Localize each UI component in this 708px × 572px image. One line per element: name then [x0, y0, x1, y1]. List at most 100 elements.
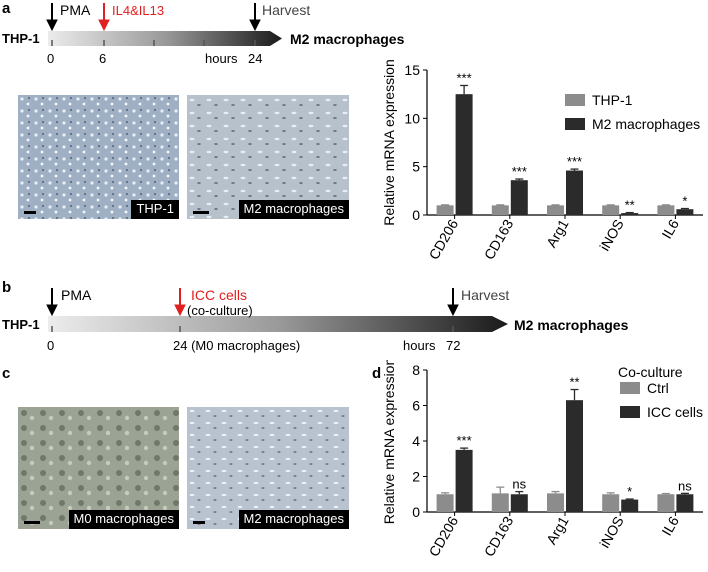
timeline-b: THP-1 M2 macrophages PMA ICC cells (co-c…: [2, 287, 629, 353]
event-icc: ICC cells: [191, 287, 247, 303]
scale-bar: [193, 211, 209, 214]
significance-label: ns: [512, 477, 526, 492]
tick-label: 24 (M0 macrophages): [173, 338, 300, 353]
y-tick-label: 5: [412, 159, 420, 175]
significance-label: ***: [457, 70, 472, 85]
cell-texture: [187, 407, 349, 529]
significance-label: ***: [457, 433, 472, 448]
legend-label: M2 macrophages: [592, 116, 700, 132]
bar: [547, 205, 564, 215]
x-tick-label: iNOS: [596, 514, 627, 551]
x-tick-label: CD206: [426, 513, 462, 559]
result-label: M2 macrophages: [514, 317, 629, 333]
bar: [566, 400, 583, 512]
micrograph-m2: M2 macrophages: [187, 95, 349, 219]
legend-label: THP-1: [592, 92, 633, 108]
photo-label: THP-1: [131, 200, 179, 219]
y-tick-label: 8: [412, 362, 420, 378]
micrograph-m0: M0 macrophages: [18, 407, 179, 529]
y-tick-label: 2: [412, 469, 420, 485]
significance-label: ***: [567, 154, 582, 169]
bar: [455, 449, 473, 512]
timeline-b-bar: [48, 316, 508, 332]
timeline-a-bar: [48, 31, 282, 46]
timeline-a: THP-1 M2 macrophages PMA IL4&IL13 Harves…: [2, 2, 405, 66]
bar: [510, 180, 528, 215]
significance-label: **: [569, 375, 579, 390]
arrow-down-icon: [46, 288, 58, 317]
y-tick-label: 15: [404, 62, 420, 78]
tick-label: hours: [205, 51, 238, 66]
tick-label: 6: [99, 51, 106, 66]
photo-label: M0 macrophages: [68, 510, 179, 529]
bar: [621, 213, 639, 215]
bar: [657, 205, 675, 215]
event-icc-sub: (co-culture): [187, 303, 253, 318]
panel-letter-b: b: [2, 279, 12, 296]
bar: [491, 493, 509, 512]
y-axis-label: Relative mRNA expression: [381, 360, 397, 524]
micrograph-thp1: THP-1: [18, 95, 179, 219]
legend-swatch: [620, 406, 640, 418]
y-tick-label: 10: [404, 110, 420, 126]
bar: [455, 94, 473, 215]
x-tick-label: Arg1: [543, 513, 572, 547]
event-harvest: Harvest: [262, 2, 310, 18]
legend-swatch: [565, 118, 585, 130]
bar: [621, 499, 639, 512]
bar: [676, 209, 694, 215]
x-tick-label: CD163: [481, 216, 517, 262]
bar: [547, 493, 564, 512]
tick-label: 0: [47, 338, 54, 353]
panel-letter-a: a: [2, 0, 11, 17]
y-tick-label: 6: [412, 398, 420, 414]
scale-bar: [24, 211, 36, 214]
significance-label: *: [682, 194, 687, 209]
cell-texture: [18, 95, 179, 219]
y-tick-label: 0: [412, 504, 420, 520]
arrow-down-icon: [98, 3, 110, 32]
tick-label: hours: [403, 338, 436, 353]
cell-line-label: THP-1: [2, 317, 40, 332]
bar: [676, 494, 694, 512]
bar: [491, 205, 509, 215]
significance-label: ns: [678, 478, 692, 493]
event-pma: PMA: [61, 287, 92, 303]
photo-label: M2 macrophages: [238, 510, 349, 529]
tick-label: 0: [47, 51, 54, 66]
legend-swatch: [565, 94, 585, 106]
significance-label: **: [625, 198, 635, 213]
y-axis-label: Relative mRNA expression: [381, 59, 397, 226]
arrow-down-icon: [174, 288, 186, 317]
legend-swatch: [620, 382, 640, 394]
tick-label: 72: [446, 338, 460, 353]
bar: [657, 494, 675, 512]
event-pma: PMA: [60, 2, 91, 18]
bar: [602, 205, 620, 215]
x-tick-label: IL6: [658, 216, 682, 241]
y-tick-label: 4: [412, 433, 420, 449]
result-label: M2 macrophages: [290, 31, 405, 47]
panel-letter-c: c: [2, 365, 11, 382]
bar: [510, 494, 528, 512]
x-tick-label: iNOS: [596, 217, 627, 254]
bar: [566, 170, 583, 215]
cell-line-label: THP-1: [2, 31, 40, 46]
arrow-down-icon: [46, 3, 58, 32]
bar: [602, 494, 620, 512]
scale-bar: [193, 521, 205, 524]
panel-letter-d: d: [372, 365, 382, 382]
x-tick-label: Arg1: [543, 216, 572, 250]
x-tick-label: CD163: [481, 513, 517, 559]
legend-label: ICC cells: [647, 404, 703, 420]
y-tick-label: 0: [412, 207, 420, 223]
micrograph-m2-coculture: M2 macrophages: [187, 407, 349, 529]
arrow-down-icon: [249, 3, 261, 32]
significance-label: *: [627, 484, 632, 499]
x-tick-label: CD206: [426, 216, 462, 262]
bar: [436, 205, 454, 215]
legend-title: Co-culture: [618, 364, 683, 380]
bar: [436, 494, 454, 512]
